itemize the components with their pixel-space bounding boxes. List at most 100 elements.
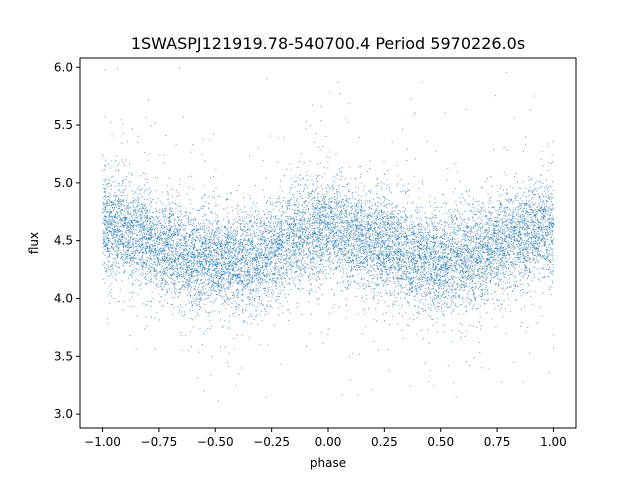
data-point (348, 213, 350, 215)
data-point (229, 245, 231, 247)
data-point (213, 264, 215, 266)
data-point (265, 311, 267, 313)
data-point (517, 223, 519, 225)
data-point (159, 253, 161, 255)
data-point (450, 214, 452, 216)
data-point (525, 272, 527, 274)
data-point (492, 258, 494, 260)
data-point (293, 204, 295, 206)
data-point (312, 257, 314, 259)
data-point (430, 275, 432, 277)
data-point (263, 220, 265, 222)
data-point (147, 220, 149, 222)
data-point (364, 267, 366, 269)
data-point (250, 267, 252, 269)
data-point (422, 238, 424, 240)
data-point (128, 181, 130, 183)
data-point (125, 261, 127, 263)
data-point (439, 267, 441, 269)
data-point (532, 222, 534, 224)
data-point (544, 208, 546, 210)
data-point (274, 263, 276, 265)
data-point (213, 270, 215, 272)
data-point (497, 226, 499, 228)
data-point (244, 265, 246, 267)
data-point (509, 285, 511, 287)
data-point (380, 259, 382, 261)
data-point (312, 241, 314, 243)
data-point (219, 231, 221, 233)
data-point (369, 239, 371, 241)
data-point (343, 247, 345, 249)
data-point (138, 252, 140, 254)
data-point (247, 213, 249, 215)
data-point (262, 233, 264, 235)
data-point (456, 260, 458, 262)
data-point (400, 222, 402, 224)
data-point (437, 245, 439, 246)
data-point (386, 210, 388, 212)
data-point (300, 225, 302, 227)
data-point (406, 262, 408, 264)
data-point (188, 300, 190, 302)
data-point (114, 238, 116, 240)
data-point (543, 226, 545, 228)
data-point (273, 242, 275, 244)
data-point (202, 229, 204, 231)
data-point (496, 235, 498, 237)
data-point (192, 309, 194, 311)
data-point (466, 282, 467, 284)
data-point (352, 244, 354, 246)
data-point (539, 221, 541, 223)
data-point (310, 235, 312, 237)
data-point (480, 230, 482, 232)
data-point (225, 225, 227, 227)
data-point (410, 259, 412, 261)
data-point (377, 183, 379, 185)
data-point (285, 280, 287, 282)
data-point (469, 260, 471, 262)
data-point (327, 222, 329, 224)
data-point (297, 265, 299, 267)
data-point (446, 272, 448, 274)
data-point (129, 292, 131, 294)
data-point (268, 252, 270, 254)
data-point (447, 240, 449, 242)
data-point (177, 254, 179, 256)
data-point (385, 268, 386, 270)
data-point (217, 227, 219, 229)
data-point (389, 247, 391, 249)
data-point (400, 276, 402, 278)
data-point (204, 267, 206, 269)
data-point (340, 232, 342, 234)
data-point (115, 229, 117, 231)
data-point (253, 233, 255, 235)
data-point (134, 208, 136, 210)
data-point (187, 258, 189, 260)
data-point (402, 337, 404, 339)
data-point (372, 223, 374, 225)
data-point (221, 281, 223, 283)
data-point (478, 274, 480, 276)
data-point (321, 206, 323, 208)
data-point (238, 251, 240, 253)
data-point (545, 186, 547, 188)
data-point (408, 301, 410, 303)
data-point (400, 274, 402, 276)
data-point (304, 272, 306, 274)
data-point (469, 248, 471, 250)
data-point (173, 261, 175, 263)
data-point (194, 264, 196, 266)
data-point (550, 286, 552, 288)
data-point (519, 261, 521, 263)
data-point (230, 193, 232, 195)
data-point (148, 238, 150, 240)
data-point (467, 266, 469, 268)
data-point (408, 230, 410, 232)
data-point (525, 266, 527, 268)
data-point (324, 227, 326, 229)
data-point (303, 211, 305, 213)
data-point (428, 231, 430, 233)
data-point (260, 310, 262, 312)
data-point (355, 205, 357, 207)
